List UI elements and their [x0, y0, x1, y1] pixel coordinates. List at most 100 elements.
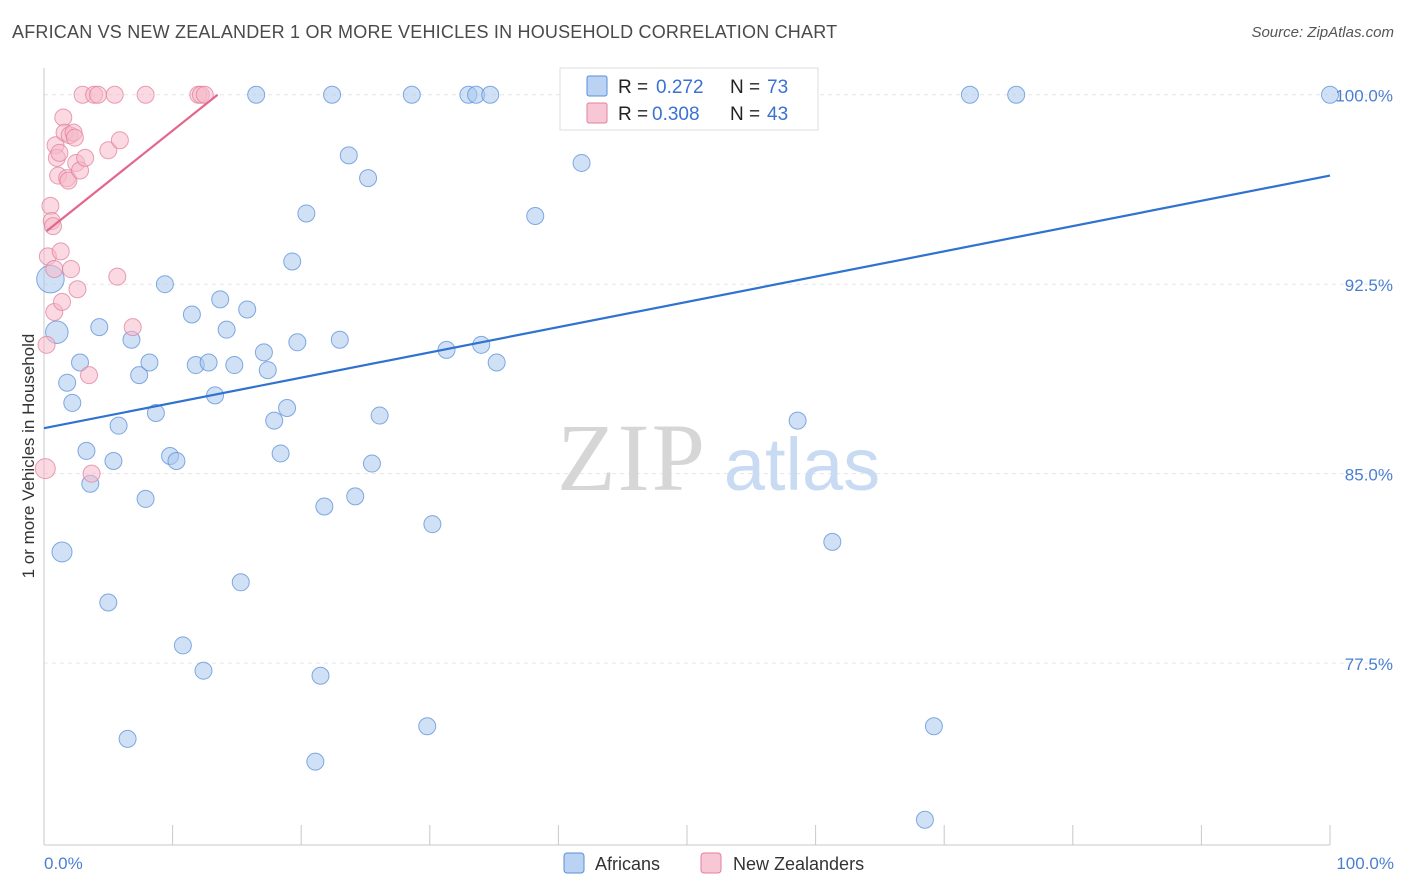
- point-africans-48: [359, 169, 378, 188]
- point-new-zealanders-1: [37, 335, 56, 354]
- y-tick-label-0: 100.0%: [1335, 87, 1393, 106]
- bottom-legend-label-africans: Africans: [595, 854, 660, 874]
- point-new-zealanders-11: [50, 143, 69, 162]
- legend-r-label-new-zealanders: R =: [618, 104, 648, 125]
- point-africans-71: [960, 85, 979, 104]
- point-africans-33: [254, 343, 273, 362]
- axes: [43, 68, 1331, 846]
- point-new-zealanders-30: [89, 85, 108, 104]
- point-new-zealanders-7: [45, 260, 64, 279]
- y-tick-labels: 100.0% 92.5% 85.0% 77.5%: [1335, 87, 1393, 674]
- point-africans-37: [278, 398, 297, 417]
- y-tick-label-1: 92.5%: [1345, 276, 1393, 295]
- point-africans-40: [297, 204, 316, 223]
- point-africans-35: [265, 411, 284, 430]
- point-africans-5: [71, 353, 90, 372]
- legend-swatch-africans: [586, 75, 608, 97]
- point-africans-8: [90, 318, 109, 337]
- point-africans-9: [99, 593, 118, 612]
- chart-title: AFRICAN VS NEW ZEALANDER 1 OR MORE VEHIC…: [12, 22, 838, 42]
- point-africans-73: [1321, 85, 1339, 104]
- point-africans-24: [194, 661, 213, 680]
- x-tick-min: 0.0%: [44, 854, 83, 873]
- point-new-zealanders-31: [99, 141, 118, 160]
- point-africans-21: [173, 636, 192, 655]
- point-africans-34: [258, 361, 277, 380]
- point-new-zealanders-12: [51, 242, 70, 261]
- point-new-zealanders-3: [41, 196, 60, 215]
- point-africans-2: [51, 541, 73, 563]
- point-new-zealanders-34: [110, 131, 129, 150]
- point-africans-58: [481, 85, 500, 104]
- point-new-zealanders-32: [105, 85, 124, 104]
- trend-lines: [43, 93, 1331, 430]
- point-africans-44: [323, 85, 342, 104]
- point-africans-42: [311, 666, 330, 685]
- point-africans-25: [199, 353, 218, 372]
- point-africans-29: [225, 356, 244, 375]
- point-new-zealanders-13: [53, 292, 72, 311]
- point-africans-16: [140, 353, 159, 372]
- point-africans-60: [526, 206, 545, 225]
- point-new-zealanders-36: [136, 85, 155, 104]
- point-africans-18: [155, 275, 174, 294]
- legend-r-value-new-zealanders: 0.308: [652, 104, 700, 125]
- point-africans-65: [788, 411, 807, 430]
- trend-line-africans: [43, 174, 1331, 430]
- point-africans-41: [306, 752, 325, 771]
- point-africans-53: [423, 515, 442, 534]
- point-africans-49: [362, 454, 381, 473]
- point-africans-45: [330, 330, 349, 349]
- legend-r-label-africans: R =: [618, 77, 648, 98]
- point-africans-38: [283, 252, 302, 271]
- watermark-atlas: atlas: [724, 423, 880, 506]
- point-new-zealanders-28: [82, 464, 101, 483]
- point-africans-50: [370, 406, 389, 425]
- point-africans-46: [339, 146, 358, 165]
- point-africans-6: [77, 441, 96, 460]
- point-new-zealanders-39: [195, 85, 214, 104]
- point-africans-12: [118, 729, 137, 748]
- bottom-legend: Africans New Zealanders: [563, 852, 864, 874]
- legend-n-value-africans: 73: [767, 77, 788, 98]
- point-africans-43: [315, 497, 334, 516]
- point-new-zealanders-0: [34, 458, 56, 480]
- point-africans-4: [63, 393, 82, 412]
- point-africans-17: [146, 404, 165, 423]
- legend-swatch-new-zealanders: [586, 102, 608, 124]
- legend-n-value-new-zealanders: 43: [767, 104, 788, 125]
- point-africans-59: [487, 353, 506, 372]
- point-new-zealanders-19: [62, 260, 81, 279]
- point-africans-28: [217, 320, 236, 339]
- point-africans-3: [58, 373, 77, 392]
- point-new-zealanders-26: [76, 148, 95, 167]
- point-new-zealanders-23: [68, 280, 87, 299]
- point-africans-20: [167, 452, 186, 471]
- point-africans-30: [231, 573, 250, 592]
- point-africans-47: [346, 487, 365, 506]
- y-axis-label: 1 or more Vehicles in Household: [19, 334, 38, 579]
- legend-n-label-africans: N =: [730, 77, 760, 98]
- y-tick-label-2: 85.0%: [1345, 466, 1393, 485]
- point-africans-61: [572, 153, 591, 172]
- point-africans-15: [136, 489, 155, 508]
- point-new-zealanders-14: [54, 108, 73, 127]
- point-africans-51: [402, 85, 421, 104]
- point-africans-57: [472, 335, 491, 354]
- bottom-legend-label-new-zealanders: New Zealanders: [733, 854, 864, 874]
- data-points: [34, 85, 1339, 829]
- chart-source: Source: ZipAtlas.com: [1251, 24, 1394, 41]
- y-tick-label-3: 77.5%: [1345, 655, 1393, 674]
- point-africans-14: [130, 366, 149, 385]
- legend-r-value-africans: 0.272: [656, 77, 704, 98]
- point-africans-52: [418, 717, 437, 736]
- point-africans-69: [915, 810, 934, 829]
- point-africans-39: [288, 333, 307, 352]
- watermark-zip: ZIP: [557, 404, 707, 511]
- point-africans-22: [182, 305, 201, 324]
- point-new-zealanders-33: [108, 267, 127, 286]
- point-africans-11: [109, 416, 128, 435]
- point-africans-68: [823, 532, 842, 551]
- legend-n-label-new-zealanders: N =: [730, 104, 760, 125]
